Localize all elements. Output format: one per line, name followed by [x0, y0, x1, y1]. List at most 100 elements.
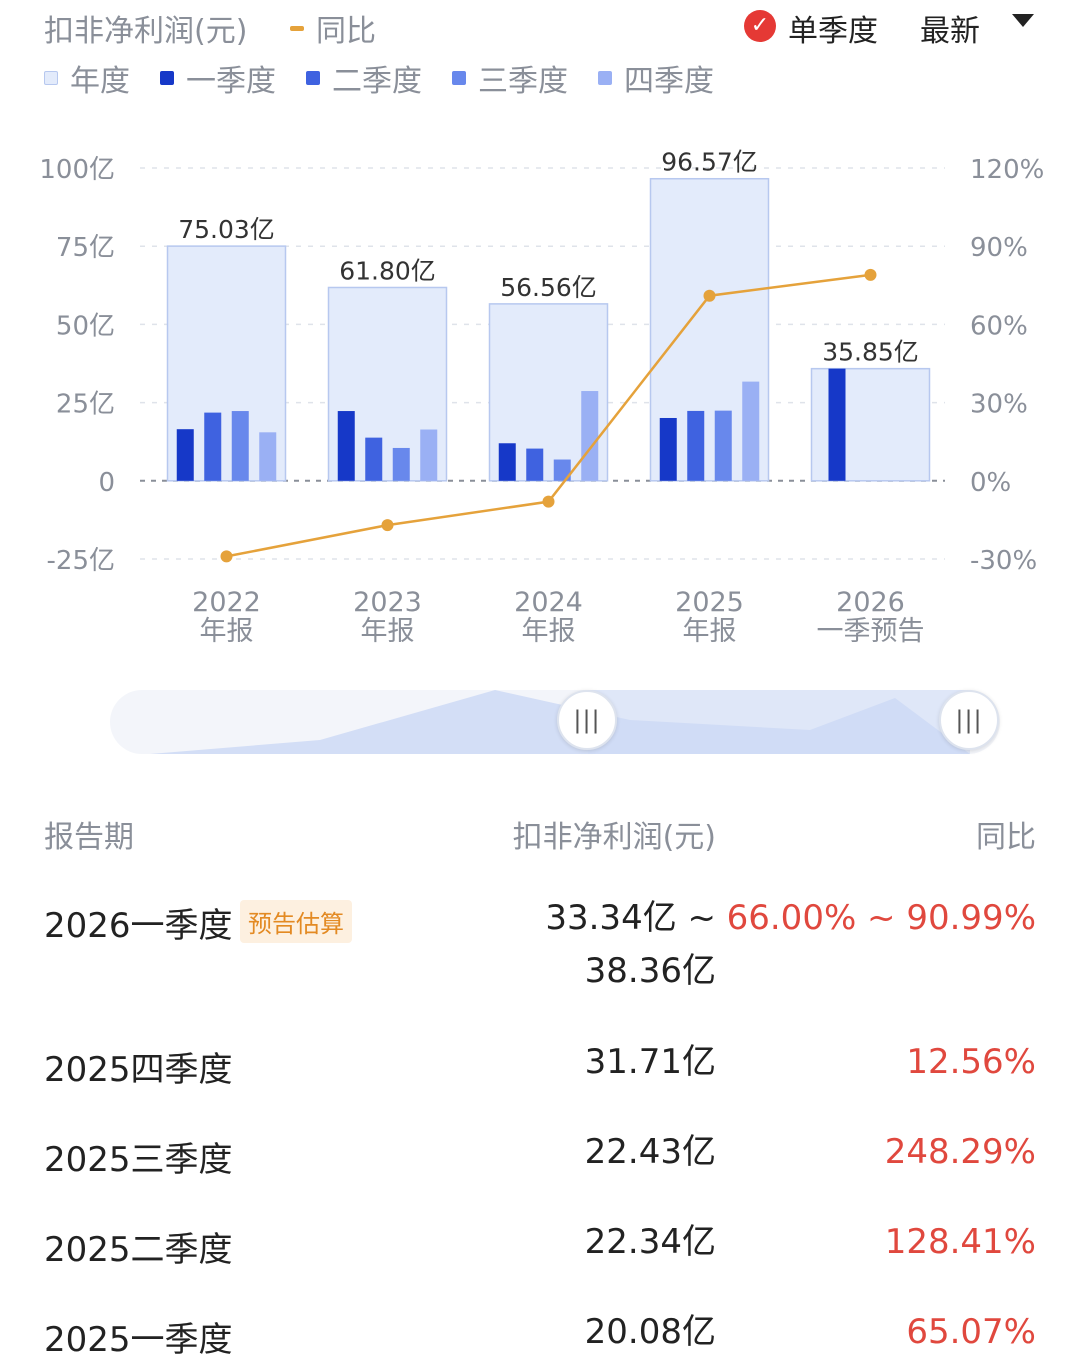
- quarter-bar: [581, 391, 599, 481]
- legend-label: 年度: [70, 64, 130, 99]
- column-header-yoy[interactable]: 同比: [976, 820, 1036, 855]
- x-axis-type-label: 年报: [200, 616, 254, 647]
- y-axis-tick-label: -25亿: [47, 546, 115, 576]
- yoy-point: [703, 289, 716, 302]
- x-axis-type-label: 年报: [683, 616, 737, 647]
- slider-selected-range[interactable]: [588, 690, 970, 754]
- y2-axis-tick-label: 0%: [970, 468, 1011, 498]
- x-axis-type-label: 一季预告: [817, 616, 925, 647]
- single-quarter-toggle[interactable]: 单季度: [788, 14, 878, 49]
- quarter-bar: [420, 429, 438, 481]
- x-axis-year-label: 2024: [514, 587, 583, 618]
- y2-axis-tick-label: 120%: [970, 155, 1044, 185]
- slider-left-handle[interactable]: |||: [557, 690, 617, 750]
- annual-value-label: 96.57亿: [661, 148, 758, 177]
- latest-dropdown[interactable]: 最新: [920, 14, 980, 49]
- table-row[interactable]: 2025四季度 31.71亿 12.56%: [0, 1042, 1080, 1092]
- legend-item-q3[interactable]: 三季度: [452, 56, 568, 100]
- y-axis-tick-label: 0: [98, 468, 115, 498]
- legend-swatch-q1: [160, 71, 174, 85]
- row-profit-range-end: 38.36亿: [584, 951, 716, 991]
- row-period: 2025一季度: [44, 1320, 233, 1360]
- y2-axis-tick-label: 60%: [970, 311, 1028, 341]
- row-yoy: 65.07%: [906, 1312, 1036, 1352]
- quarter-bar: [828, 368, 846, 481]
- yoy-legend[interactable]: 同比: [290, 6, 376, 50]
- column-header-profit[interactable]: 扣非净利润(元): [512, 820, 716, 855]
- legend-item-q2[interactable]: 二季度: [306, 56, 422, 100]
- quarter-bar: [714, 410, 732, 481]
- annual-value-label: 56.56亿: [500, 273, 597, 302]
- y2-axis-tick-label: -30%: [970, 546, 1037, 576]
- chevron-down-icon[interactable]: [1012, 14, 1034, 27]
- row-period: 2025二季度: [44, 1230, 233, 1270]
- yoy-point: [542, 495, 555, 508]
- y-axis-tick-label: 25亿: [56, 390, 115, 420]
- slider-right-handle[interactable]: |||: [939, 690, 999, 750]
- y2-axis-tick-label: 90%: [970, 233, 1028, 263]
- quarter-bar: [526, 448, 544, 481]
- chart-header: 扣非净利润(元) 同比 ✓ 单季度 最新 年度 一季度 二季度 三季度 四季度: [0, 0, 1080, 110]
- table-row[interactable]: 2025二季度 22.34亿 128.41%: [0, 1222, 1080, 1272]
- legend-swatch-q2: [306, 71, 320, 85]
- legend-label: 二季度: [332, 64, 422, 99]
- legend-label: 三季度: [478, 64, 568, 99]
- table-row[interactable]: 2026一季度 预告估算 33.34亿 ~ 38.36亿 66.00% ~ 90…: [0, 898, 1080, 1008]
- row-yoy: 66.00% ~ 90.99%: [726, 898, 1036, 938]
- line-swatch-icon: [290, 25, 304, 31]
- forecast-badge: 预告估算: [240, 900, 352, 943]
- quarter-bar: [553, 459, 571, 481]
- series-legend: 年度 一季度 二季度 三季度 四季度: [44, 56, 744, 100]
- y-axis-tick-label: 50亿: [56, 311, 115, 341]
- legend-item-q4[interactable]: 四季度: [598, 56, 714, 100]
- legend-label: 四季度: [624, 64, 714, 99]
- legend-swatch-annual: [44, 71, 58, 85]
- legend-swatch-q3: [452, 71, 466, 85]
- x-axis-year-label: 2023: [353, 587, 422, 618]
- quarter-bar: [498, 443, 516, 481]
- annual-value-label: 75.03亿: [178, 215, 275, 244]
- x-axis-year-label: 2025: [675, 587, 744, 618]
- quarter-bar: [176, 429, 194, 481]
- table-row[interactable]: 2025一季度 20.08亿 65.07%: [0, 1312, 1080, 1362]
- annual-value-label: 61.80亿: [339, 256, 436, 285]
- x-axis-year-label: 2022: [192, 587, 261, 618]
- row-profit: 33.34亿 ~ 38.36亿: [545, 892, 716, 998]
- row-period: 2025三季度: [44, 1140, 233, 1180]
- column-header-period[interactable]: 报告期: [44, 820, 134, 855]
- quarter-bar: [659, 417, 677, 481]
- quarter-bar: [204, 412, 222, 481]
- x-axis-type-label: 年报: [361, 616, 415, 647]
- profit-chart[interactable]: 100亿 120% 75亿 90% 50亿 60% 25亿 30% 0 0% -25亿 -30% 75.…: [0, 130, 1080, 660]
- table-header: 报告期 扣非净利润(元) 同比: [0, 812, 1080, 855]
- quarter-bar: [742, 381, 760, 481]
- row-profit: 22.43亿: [584, 1132, 716, 1172]
- row-yoy: 12.56%: [906, 1042, 1036, 1082]
- row-profit: 31.71亿: [584, 1042, 716, 1082]
- yoy-legend-label: 同比: [316, 14, 376, 49]
- quarter-bar: [365, 437, 383, 481]
- table-row[interactable]: 2025三季度 22.43亿 248.29%: [0, 1132, 1080, 1182]
- yoy-point: [864, 268, 877, 281]
- quarter-bar: [231, 411, 249, 481]
- legend-label: 一季度: [186, 64, 276, 99]
- quarter-bar: [337, 411, 355, 481]
- y-axis-tick-label: 100亿: [39, 155, 115, 185]
- legend-item-q1[interactable]: 一季度: [160, 56, 276, 100]
- metric-title[interactable]: 扣非净利润(元): [44, 14, 248, 49]
- row-yoy: 248.29%: [884, 1132, 1036, 1172]
- yoy-point: [381, 519, 394, 532]
- quarter-bar: [392, 447, 410, 481]
- check-icon[interactable]: ✓: [744, 10, 776, 42]
- yoy-point: [220, 550, 233, 563]
- legend-swatch-q4: [598, 71, 612, 85]
- y-axis-tick-label: 75亿: [56, 233, 115, 263]
- y2-axis-tick-label: 30%: [970, 390, 1028, 420]
- x-axis-year-label: 2026: [836, 587, 905, 618]
- quarter-bar: [259, 432, 277, 481]
- row-profit-range-start: 33.34亿 ~: [545, 898, 716, 938]
- annual-value-label: 35.85亿: [822, 338, 919, 367]
- legend-item-annual[interactable]: 年度: [44, 56, 130, 100]
- row-profit: 22.34亿: [584, 1222, 716, 1262]
- quarter-bar: [687, 410, 705, 481]
